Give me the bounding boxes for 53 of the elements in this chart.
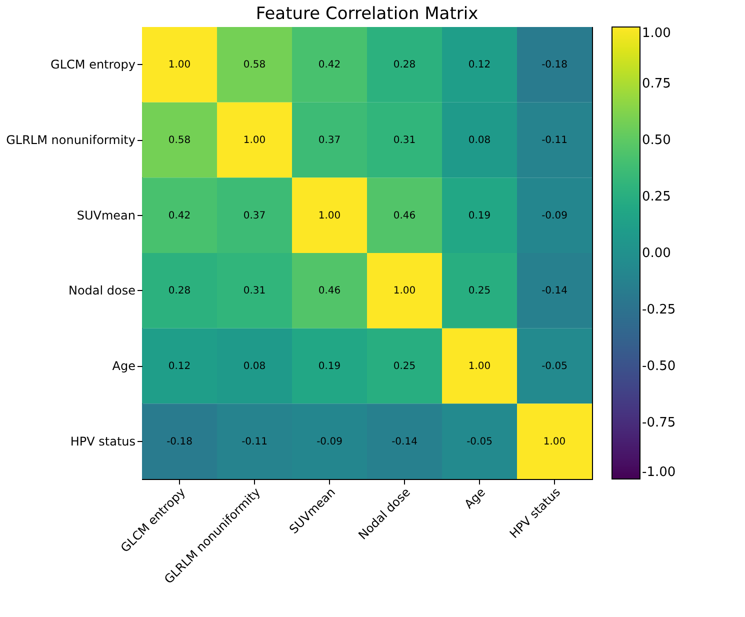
color-bar-label: 0.50 — [642, 133, 671, 148]
data-label: 0.37 — [243, 210, 266, 222]
data-label: -0.14 — [392, 436, 418, 448]
color-bar-label: -0.25 — [642, 302, 676, 318]
y-tick-label: GLCM entropy — [50, 58, 136, 72]
data-label: 0.12 — [168, 361, 191, 372]
data-label: 0.28 — [168, 286, 191, 297]
color-bar-label: -1.00 — [642, 465, 676, 480]
color-bar-label: -0.50 — [642, 359, 676, 374]
data-label: 1.00 — [468, 361, 491, 372]
data-label: 0.08 — [468, 135, 491, 146]
data-label: 0.46 — [318, 286, 341, 297]
data-label: 0.46 — [393, 210, 416, 222]
data-label: 0.42 — [168, 210, 191, 222]
data-label: 0.31 — [393, 135, 416, 146]
data-label: 1.00 — [543, 436, 566, 448]
data-label: 0.19 — [468, 210, 491, 222]
color-bar-label: -0.75 — [642, 416, 676, 430]
color-bar-label: 0.00 — [642, 246, 671, 261]
data-label: -0.14 — [542, 286, 568, 297]
y-tick-label: Nodal dose — [68, 284, 136, 298]
y-tick-label: GLRLM nonuniformity — [6, 133, 136, 147]
data-label: 0.58 — [243, 60, 266, 71]
data-label: 0.28 — [393, 60, 416, 71]
y-tick-label: Age — [112, 359, 136, 373]
data-label: 0.25 — [393, 361, 416, 372]
data-label: -0.18 — [542, 60, 568, 71]
data-label: -0.09 — [316, 436, 342, 448]
data-label: -0.05 — [542, 361, 568, 372]
data-label: 0.19 — [318, 361, 341, 372]
data-label: 1.00 — [393, 286, 416, 297]
data-label: -0.05 — [466, 436, 492, 448]
data-label: -0.09 — [542, 210, 568, 222]
y-tick-label: HPV status — [70, 434, 136, 448]
data-label: -0.11 — [242, 436, 268, 448]
color-bar-label: 0.25 — [642, 190, 671, 204]
data-label: 1.00 — [168, 60, 191, 71]
data-label: 1.00 — [318, 210, 341, 222]
data-label: -0.11 — [542, 135, 568, 146]
data-label: 1.00 — [243, 135, 266, 146]
chart-title: Feature Correlation Matrix — [256, 4, 478, 24]
data-label: -0.18 — [166, 436, 192, 448]
data-label: 0.37 — [318, 135, 341, 146]
data-label: 0.12 — [468, 60, 491, 71]
color-bar-label: 0.75 — [642, 76, 671, 92]
data-label: 0.25 — [468, 286, 491, 297]
data-label: 0.08 — [243, 361, 266, 372]
color-bar-label: 1.00 — [642, 26, 671, 41]
y-tick-label: SUVmean — [76, 208, 136, 222]
data-label: 0.58 — [168, 135, 191, 146]
data-label: 0.42 — [318, 60, 341, 71]
x-tick-label: Age — [462, 485, 488, 512]
data-label: 0.31 — [243, 286, 266, 297]
